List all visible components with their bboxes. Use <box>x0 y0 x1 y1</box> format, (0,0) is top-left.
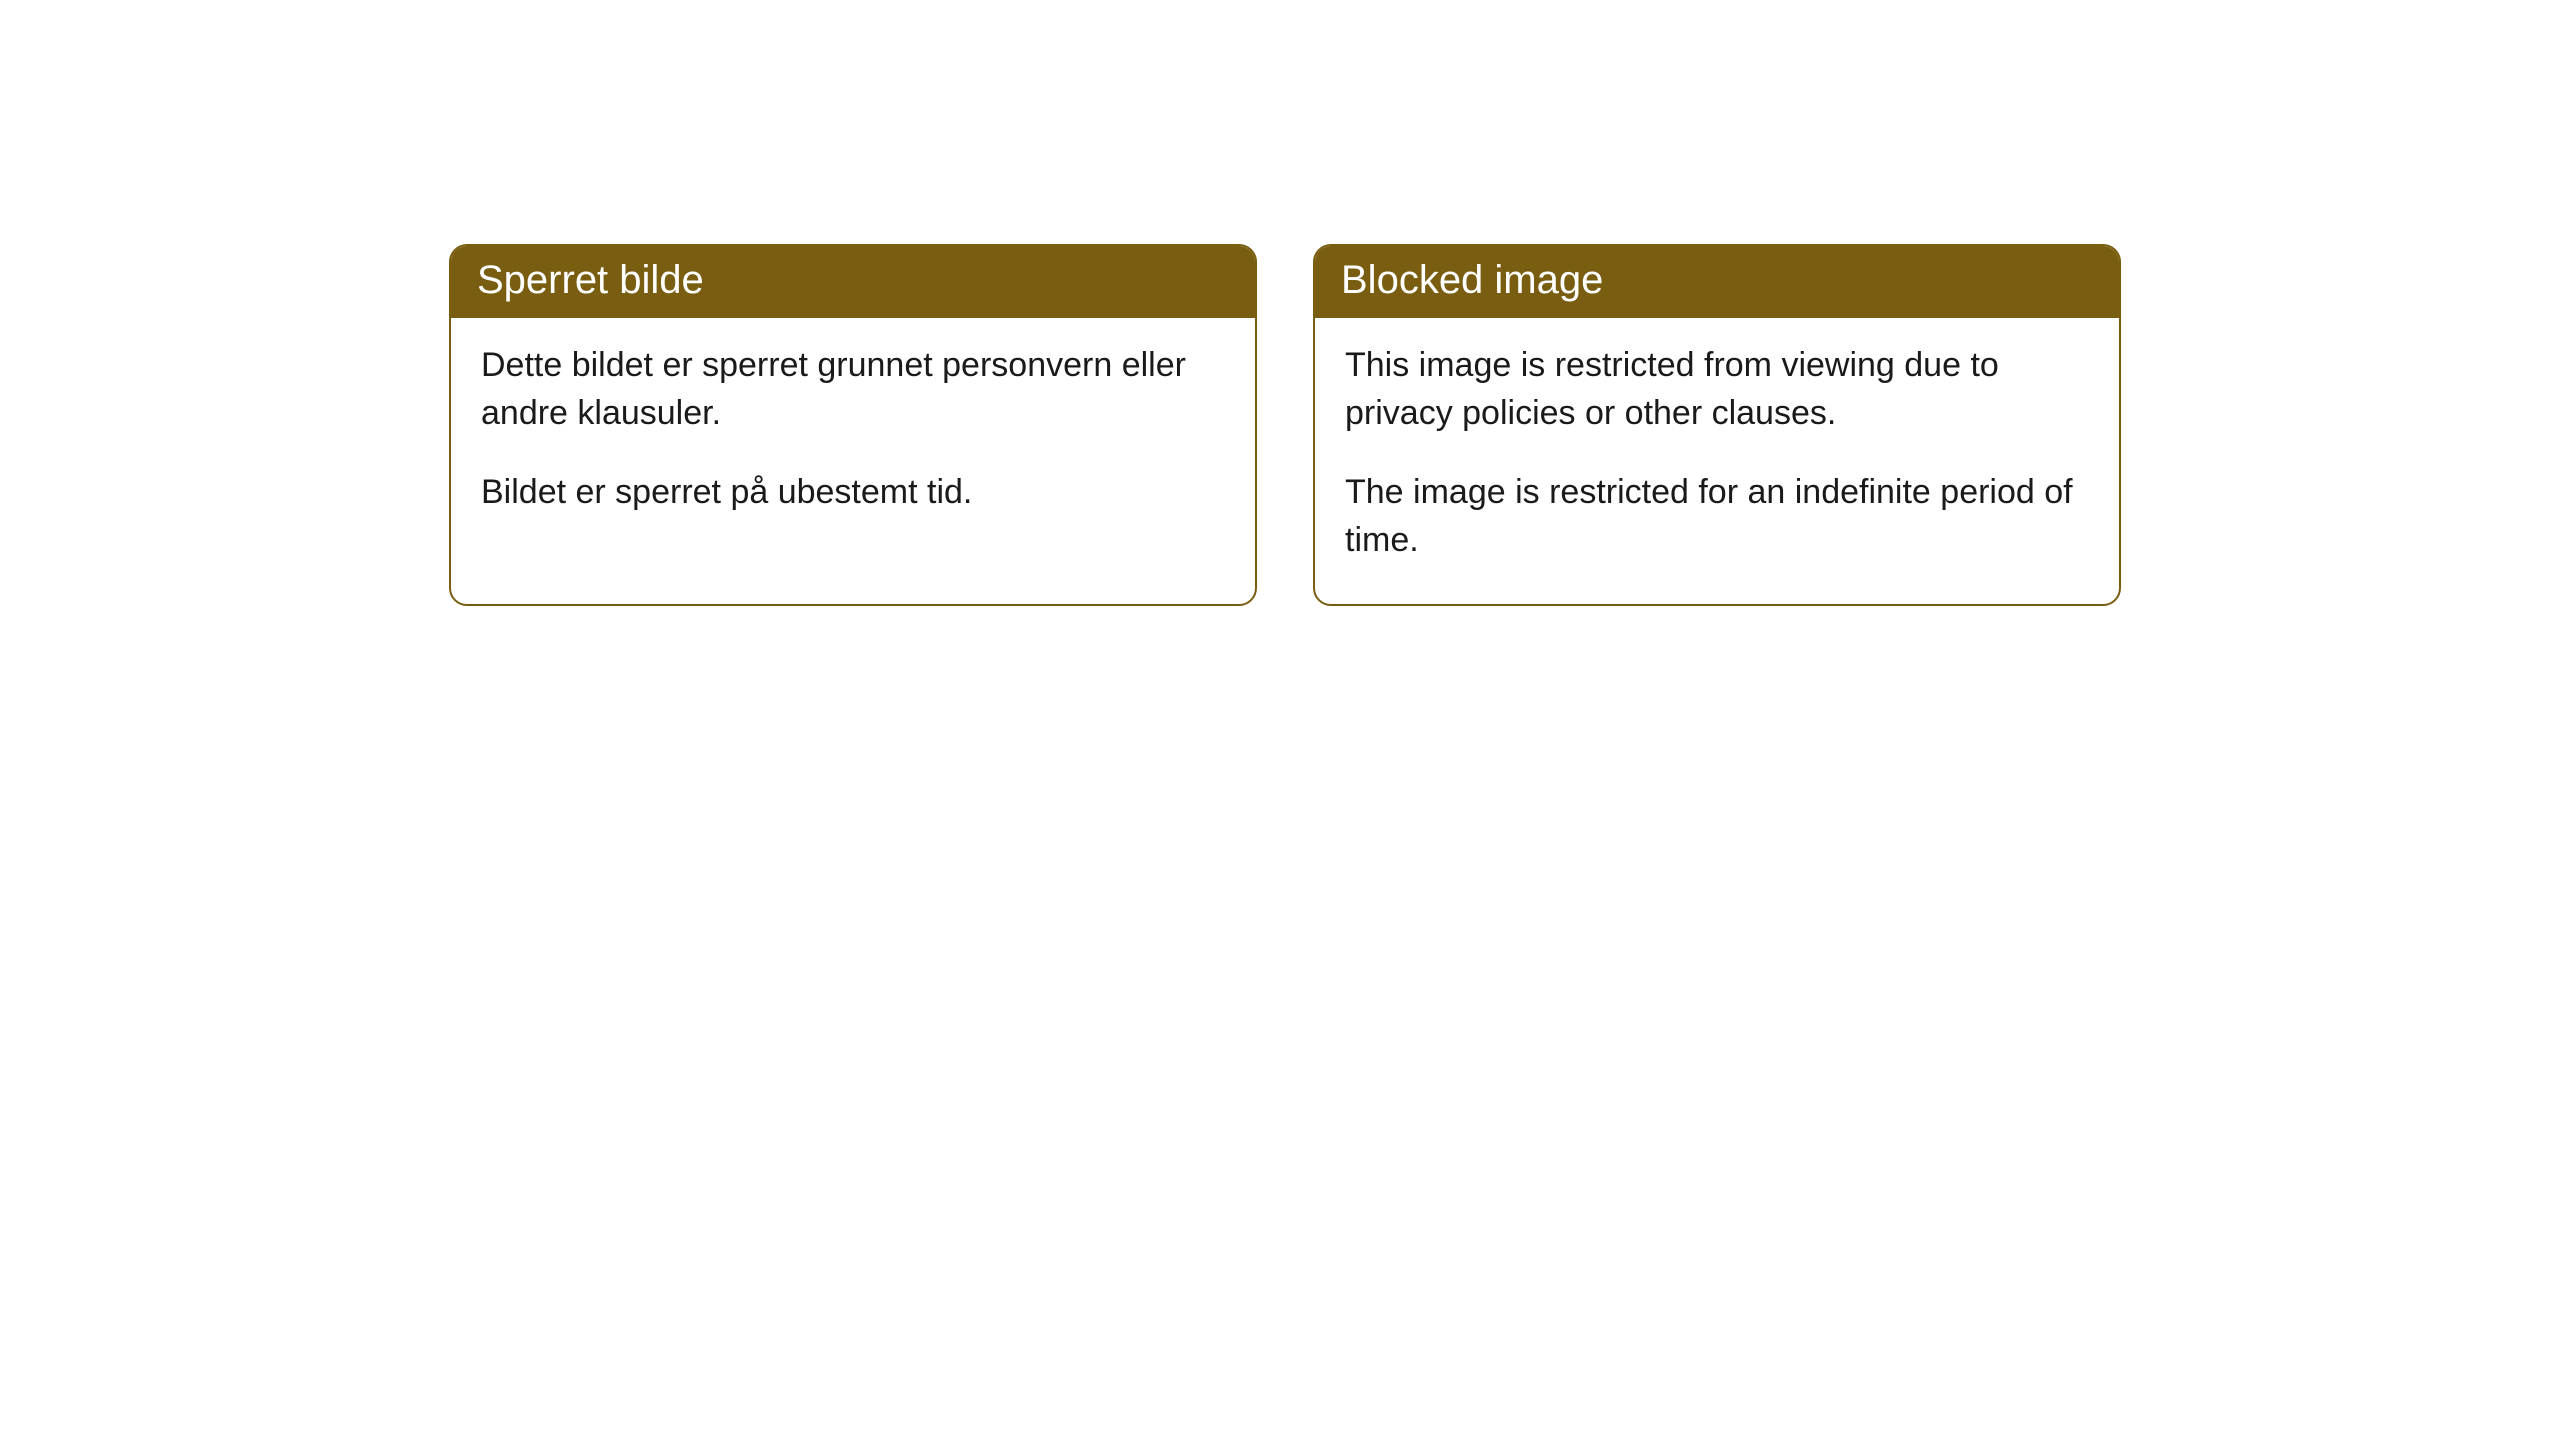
notice-paragraph-1: This image is restricted from viewing du… <box>1345 342 2089 437</box>
notice-body: This image is restricted from viewing du… <box>1315 318 2119 604</box>
notice-card-norwegian: Sperret bilde Dette bildet er sperret gr… <box>449 244 1257 606</box>
notice-paragraph-2: Bildet er sperret på ubestemt tid. <box>481 469 1225 517</box>
notice-paragraph-1: Dette bildet er sperret grunnet personve… <box>481 342 1225 437</box>
notice-body: Dette bildet er sperret grunnet personve… <box>451 318 1255 557</box>
notice-header: Sperret bilde <box>451 246 1255 318</box>
notice-card-english: Blocked image This image is restricted f… <box>1313 244 2121 606</box>
notice-header: Blocked image <box>1315 246 2119 318</box>
notice-container: Sperret bilde Dette bildet er sperret gr… <box>0 0 2560 606</box>
notice-paragraph-2: The image is restricted for an indefinit… <box>1345 469 2089 564</box>
